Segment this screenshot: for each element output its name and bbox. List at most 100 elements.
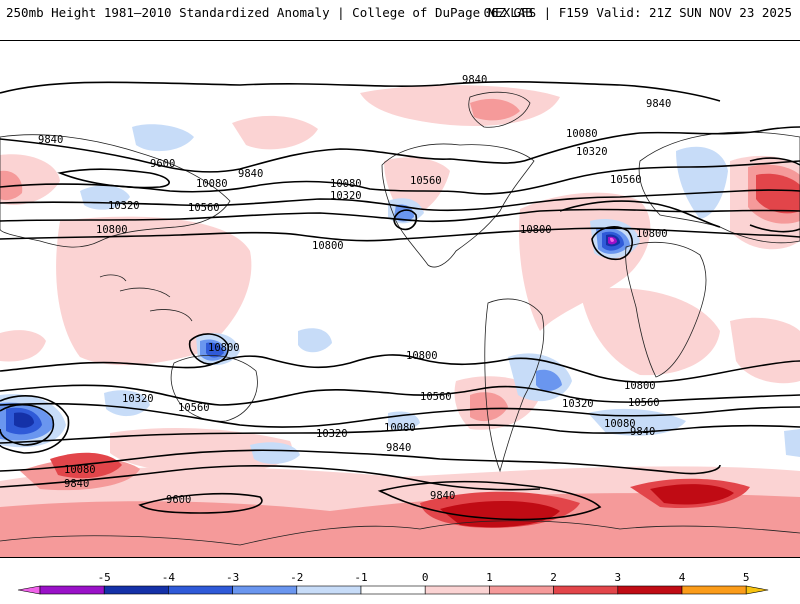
contour-label: 9840 bbox=[38, 134, 63, 146]
contour-label: 10320 bbox=[576, 146, 608, 158]
contour-hi-east bbox=[749, 157, 800, 233]
contour-label: 10320 bbox=[316, 428, 348, 440]
contour-low-west2 bbox=[0, 395, 70, 454]
colorbar-tick-label: 3 bbox=[614, 571, 621, 584]
anomaly-area-pos1 bbox=[0, 330, 46, 362]
contour-label: 9840 bbox=[646, 98, 671, 110]
anomaly-area-pos1 bbox=[56, 216, 252, 366]
contour-labels: 9840 9840 9600 10080 9840 10320 10560 10… bbox=[38, 74, 671, 506]
contour-10320-south bbox=[0, 402, 800, 428]
contour-label: 10800 bbox=[312, 240, 344, 252]
contour-label: 10560 bbox=[410, 175, 442, 187]
contour-low-pac bbox=[188, 333, 229, 365]
contour-label: 9840 bbox=[462, 74, 487, 86]
colorbar-svg: -5 -4 -3 -2 -1 0 1 2 3 4 5 bbox=[17, 571, 769, 595]
colorbar-tick-label: 0 bbox=[422, 571, 429, 584]
contour-9840-south2 bbox=[0, 465, 541, 491]
colorbar-tick-label: -3 bbox=[226, 571, 239, 584]
colorbar-segment bbox=[681, 585, 747, 595]
colorbar-tick-label: -5 bbox=[98, 571, 111, 584]
colorbar-tick-label: -4 bbox=[162, 571, 176, 584]
contour-label: 9600 bbox=[166, 494, 191, 506]
anomaly-area-pos4 bbox=[650, 484, 734, 505]
anomaly-area-pos2 bbox=[470, 392, 508, 422]
contour-label: 10560 bbox=[178, 402, 210, 414]
anomaly-area-neg6 bbox=[610, 237, 614, 242]
contour-9600 bbox=[57, 168, 170, 189]
contour-label: 9600 bbox=[150, 158, 175, 170]
contour-label: 10320 bbox=[122, 393, 154, 405]
coastline-africa bbox=[625, 242, 707, 378]
contour-10080-south bbox=[0, 424, 800, 444]
coastline-south-america bbox=[484, 298, 545, 473]
contour-label: 9840 bbox=[630, 426, 655, 438]
contour-label: 9840 bbox=[64, 478, 89, 490]
colorbar-tick-label: -1 bbox=[354, 571, 367, 584]
colorbar-tick-label: 2 bbox=[550, 571, 557, 584]
contour-label: 10800 bbox=[520, 224, 552, 236]
contour-10800-south bbox=[0, 354, 800, 383]
anomaly-area-pos1 bbox=[730, 317, 800, 384]
contour-9840-north bbox=[0, 81, 721, 102]
anomaly-area-pos3 bbox=[50, 452, 122, 479]
contour-label: 10800 bbox=[636, 228, 668, 240]
contour-label: 10320 bbox=[108, 200, 140, 212]
contour-10560-north bbox=[0, 208, 800, 223]
colorbar-segments bbox=[17, 585, 769, 595]
coastline-maritime bbox=[99, 274, 193, 322]
contour-10800-north bbox=[0, 227, 800, 242]
contour-label: 10080 bbox=[384, 422, 416, 434]
colorbar-segment bbox=[489, 585, 554, 595]
map-panel[interactable]: 9840 9840 9600 10080 9840 10320 10560 10… bbox=[0, 40, 800, 558]
colorbar-segment bbox=[39, 585, 105, 595]
contour-label: 9840 bbox=[430, 490, 455, 502]
contour-label: 10080 bbox=[64, 464, 96, 476]
anomaly-area-pos2 bbox=[0, 493, 800, 557]
contour-9840-ant bbox=[377, 480, 602, 521]
anomaly-area-pos1 bbox=[360, 85, 560, 126]
contour-label: 10080 bbox=[196, 178, 228, 190]
anomaly-area-pos1 bbox=[232, 115, 318, 150]
valid-time-label: 06Z GFS | F159 Valid: 21Z SUN NOV 23 202… bbox=[483, 5, 792, 20]
anomaly-area-neg1 bbox=[784, 429, 800, 457]
colorbar-max-arrow bbox=[745, 585, 769, 595]
anomaly-area-neg4 bbox=[14, 412, 34, 428]
contour-label: 9840 bbox=[386, 442, 411, 454]
colorbar-tick-label: -2 bbox=[290, 571, 303, 584]
contour-low-west bbox=[0, 404, 55, 446]
coastline-greenland bbox=[468, 91, 531, 128]
anomaly-area-neg2 bbox=[536, 369, 562, 391]
colorbar-segment bbox=[424, 585, 490, 595]
anomaly-area-pos3 bbox=[756, 173, 800, 214]
colorbar-tick-label: 1 bbox=[486, 571, 493, 584]
contour-10560-south bbox=[0, 384, 800, 406]
contour-label: 9840 bbox=[238, 168, 263, 180]
colorbar-ticks: -5 -4 -3 -2 -1 0 1 2 3 4 5 bbox=[98, 571, 750, 584]
anomaly-area-neg1 bbox=[676, 146, 728, 219]
contour-label: 10800 bbox=[96, 224, 128, 236]
contour-label: 10560 bbox=[420, 391, 452, 403]
colorbar-min-arrow bbox=[17, 585, 41, 595]
colorbar-tick-label: 4 bbox=[679, 571, 686, 584]
contour-label: 10320 bbox=[562, 398, 594, 410]
contour-10560-east bbox=[559, 200, 721, 228]
anomaly-area-pos2 bbox=[470, 98, 520, 121]
contour-label: 10800 bbox=[406, 350, 438, 362]
contour-label: 10080 bbox=[566, 128, 598, 140]
colorbar-segment bbox=[103, 585, 169, 595]
anomaly-shading bbox=[0, 85, 800, 557]
coastline-antarctica bbox=[0, 520, 800, 546]
colorbar-segment bbox=[168, 585, 233, 595]
contour-label: 10560 bbox=[610, 174, 642, 186]
anomaly-map[interactable]: 9840 9840 9600 10080 9840 10320 10560 10… bbox=[0, 41, 800, 558]
colorbar-tick-label: 5 bbox=[743, 571, 750, 584]
anomaly-area-neg3 bbox=[206, 342, 224, 358]
colorbar-segment bbox=[360, 585, 426, 595]
anomaly-area-pos1 bbox=[580, 288, 720, 376]
anomaly-area-neg2 bbox=[394, 204, 414, 222]
contour-label: 10800 bbox=[624, 380, 656, 392]
anomaly-area-neg1 bbox=[298, 328, 332, 353]
anomaly-area-neg1 bbox=[132, 124, 194, 152]
contour-9840-south bbox=[0, 449, 721, 475]
contour-label: 10320 bbox=[330, 190, 362, 202]
